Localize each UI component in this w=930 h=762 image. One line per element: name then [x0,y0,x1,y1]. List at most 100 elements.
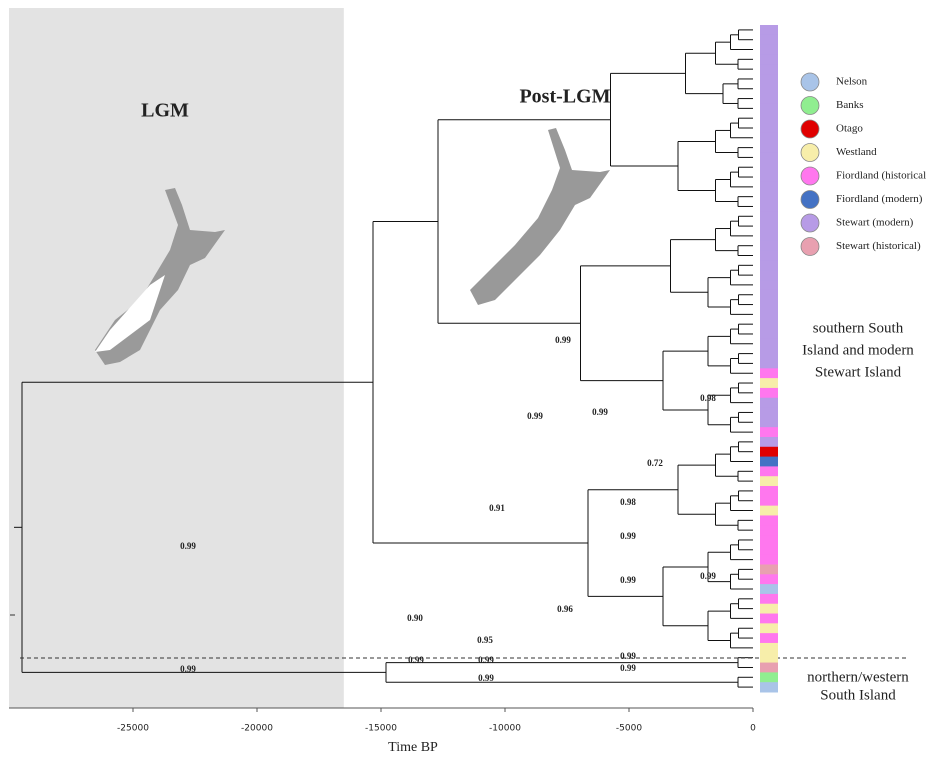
tip-color [760,182,778,192]
legend-label: Stewart (modern) [836,217,914,229]
tip-color [760,525,778,535]
x-tick-label: -15000 [365,724,397,734]
support-label: 0.99 [620,651,636,661]
legend-label: Fiordland (modern) [836,193,923,205]
tip-color [760,535,778,545]
legend-label: Stewart (historical) [836,240,921,252]
legend-swatch [801,144,819,162]
tip-color [760,368,778,378]
tip-color [760,143,778,153]
tip-color [760,270,778,280]
tip-color [760,202,778,212]
tip-color [760,300,778,310]
tip-color [760,123,778,133]
tip-color [760,437,778,447]
support-label: 0.91 [489,503,505,513]
legend-swatch [801,73,819,91]
legend-label: Banks [836,99,864,111]
support-label: 0.98 [620,497,636,507]
figure: LGMPost-LGM-25000-20000-15000-10000-5000… [0,0,930,762]
tip-color [760,447,778,457]
support-label: 0.98 [700,393,716,403]
lgm-label: LGM [141,100,189,122]
support-label: 0.99 [478,673,494,683]
tip-color [760,506,778,516]
tip-color [760,192,778,202]
tip-color [760,329,778,339]
tip-color [760,211,778,221]
support-label: 0.72 [647,458,663,468]
tip-color [760,241,778,251]
tip-color [760,94,778,104]
support-label: 0.99 [700,571,716,581]
tip-color [760,466,778,476]
region-label: South Island [820,687,896,703]
tip-color [760,574,778,584]
tip-color [760,476,778,486]
tip-color [760,584,778,594]
tip-color [760,614,778,624]
region-label: northern/western [807,669,909,685]
legend-swatch [801,167,819,185]
tip-color [760,260,778,270]
tip-color [760,113,778,123]
support-label: 0.99 [555,335,571,345]
tip-color [760,633,778,643]
tip-color [760,515,778,525]
support-label: 0.99 [478,655,494,665]
post-lgm-label: Post-LGM [519,86,610,108]
tip-color [760,339,778,349]
tip-color [760,309,778,319]
tip-color [760,74,778,84]
support-label: 0.96 [557,604,573,614]
tip-color [760,663,778,673]
tip-color [760,251,778,261]
tip-color [760,221,778,231]
support-label: 0.99 [180,541,196,551]
tip-color [760,231,778,241]
tip-color [760,555,778,565]
tip-color [760,623,778,633]
tip-color [760,594,778,604]
support-label: 0.99 [592,407,608,417]
tip-color [760,45,778,55]
tip-color [760,172,778,182]
tip-color [760,153,778,163]
tip-color [760,496,778,506]
tip-color [760,653,778,663]
tip-color [760,408,778,418]
tip-color [760,427,778,437]
tip-color [760,280,778,290]
tip-color [760,290,778,300]
legend-label: Westland [836,146,877,158]
legend-swatch [801,120,819,138]
support-label: 0.90 [407,613,423,623]
tip-color [760,103,778,113]
tip-color [760,64,778,74]
x-tick-label: 0 [750,724,756,734]
legend-swatch [801,97,819,115]
legend-swatch [801,191,819,209]
legend-label: Otago [836,123,863,135]
tip-color [760,84,778,94]
tip-color [760,359,778,369]
region-label: Island and modern [802,342,914,358]
region-label: Stewart Island [815,364,902,380]
x-tick-label: -20000 [241,724,273,734]
support-label: 0.99 [620,575,636,585]
tip-color [760,162,778,172]
support-label: 0.99 [620,663,636,673]
tip-color [760,457,778,467]
tip-color [760,378,778,388]
tip-color [760,133,778,143]
tip-color [760,564,778,574]
legend-swatch [801,214,819,232]
support-label: 0.99 [408,655,424,665]
legend-label: Nelson [836,76,868,88]
tip-color [760,35,778,45]
tip-color [760,643,778,653]
x-tick-label: -25000 [117,724,149,734]
legend-label: Fiordland (historical [836,170,926,182]
post-lgm-map [470,128,610,305]
tip-color [760,319,778,329]
